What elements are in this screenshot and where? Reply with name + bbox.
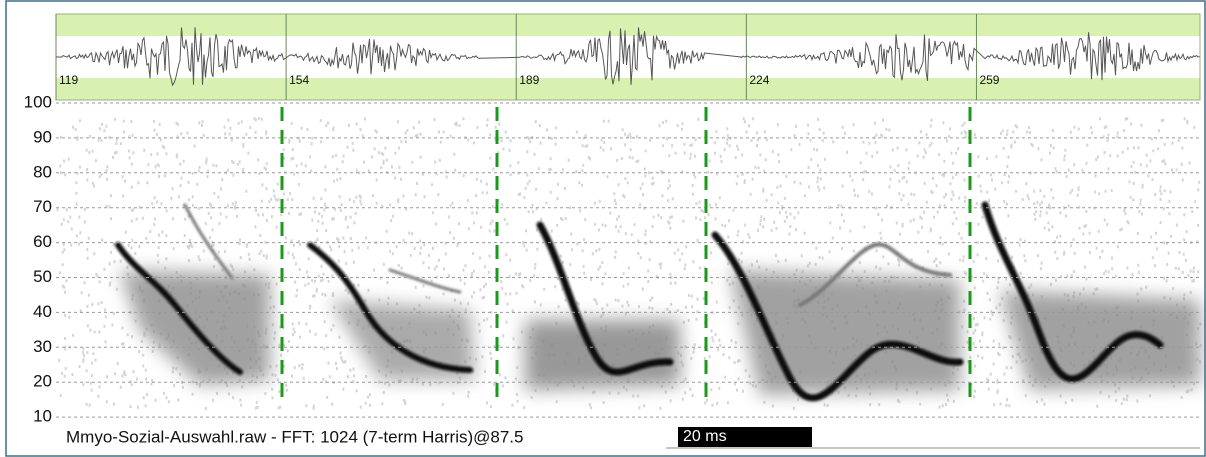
y-tick-label: 40: [33, 302, 52, 321]
y-tick-label: 30: [33, 337, 52, 356]
wave-center: [56, 36, 1200, 78]
speckle: [56, 117, 1202, 410]
y-tick-label: 100: [24, 92, 52, 111]
scale-bar-label: 20 ms: [683, 428, 727, 445]
spectrogram: [56, 102, 1202, 418]
y-tick-label: 50: [33, 267, 52, 286]
y-tick-label: 80: [33, 162, 52, 181]
waveform: 119 154 189 224 259: [55, 14, 1200, 100]
y-tick-label: 60: [33, 232, 52, 251]
wave-tick-label: 119: [59, 73, 78, 87]
grid: [56, 102, 1200, 418]
y-tick-label: 70: [33, 197, 52, 216]
y-tick-label: 10: [33, 407, 52, 426]
waveform-panel: 119 154 189 224 259: [55, 13, 1201, 101]
wave-tick-label: 259: [979, 73, 999, 87]
wave-tick-label: 224: [749, 73, 769, 87]
footer-box: [62, 425, 674, 449]
waveform-trace: [56, 27, 1200, 87]
footer-text: Mmyo-Sozial-Auswahl.raw - FFT: 1024 (7-t…: [66, 427, 523, 446]
wave-tick-label: 154: [289, 73, 309, 87]
wave-tick-label: 189: [519, 73, 539, 87]
scale-bar: [678, 427, 812, 447]
y-tick-label: 90: [33, 127, 52, 146]
noise: [56, 117, 1202, 410]
wave-band: [56, 78, 1200, 100]
y-tick-label: 20: [33, 372, 52, 391]
wave-band: [56, 14, 1200, 36]
segment-markers: [280, 107, 972, 405]
